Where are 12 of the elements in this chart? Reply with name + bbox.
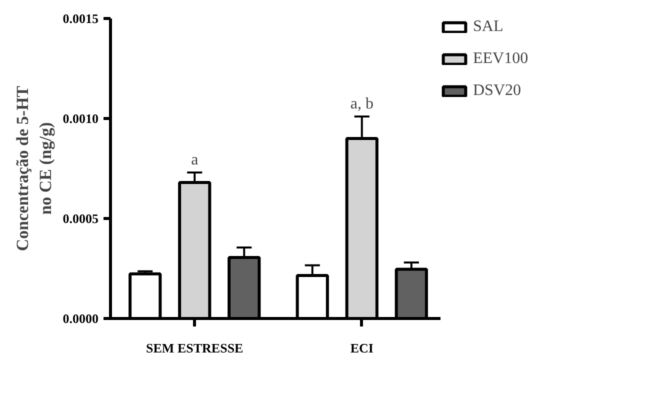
y-tick-label: 0.0010	[62, 111, 98, 126]
y-axis-title: Concentração de 5-HT no CE (ng/g)	[12, 85, 55, 252]
legend-label: DSV20	[473, 82, 522, 100]
x-tick-label: ECI	[350, 340, 374, 356]
y-tick-label: 0.0005	[62, 211, 99, 226]
y-tick-label: 0.0000	[62, 311, 98, 326]
legend-label: SAL	[473, 18, 504, 36]
annotation: a, b	[350, 96, 374, 112]
y-tick-label: 0.0015	[62, 11, 99, 26]
x-tick-label: SEM ESTRESSE	[146, 340, 244, 356]
annotation: a	[191, 152, 198, 168]
legend-label: EEV100	[473, 50, 528, 68]
